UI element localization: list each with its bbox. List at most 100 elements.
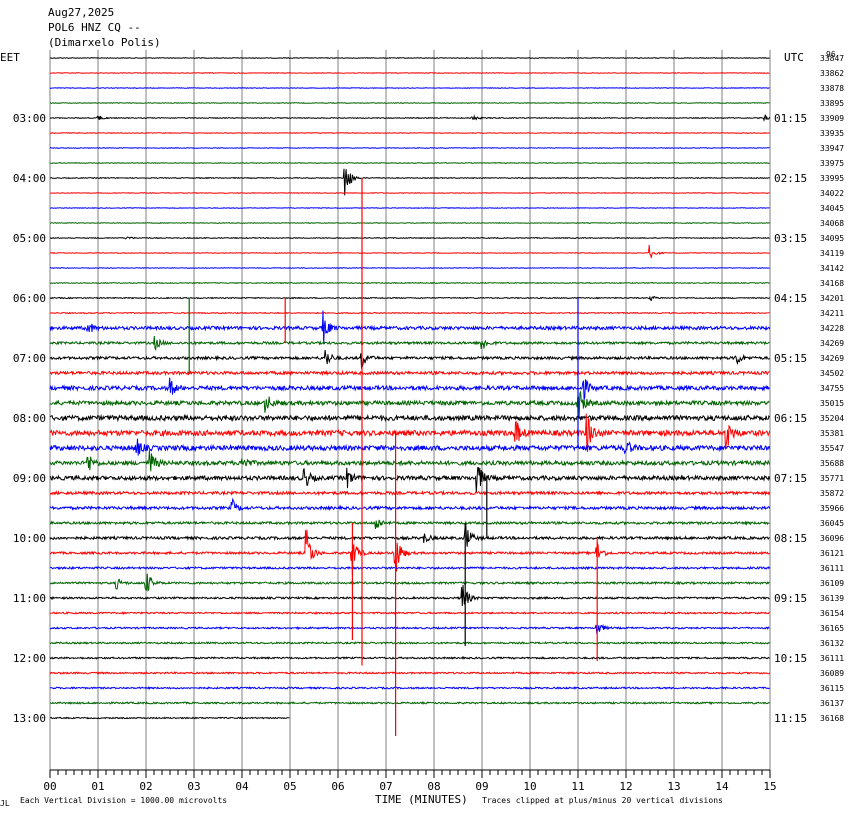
left-hour-label: 08:00 bbox=[13, 412, 46, 425]
x-tick-label: 02 bbox=[139, 780, 152, 793]
left-hour-label: 09:00 bbox=[13, 472, 46, 485]
row-count: 36165 bbox=[820, 624, 844, 633]
x-tick-label: 05 bbox=[283, 780, 296, 793]
trace-row-10 bbox=[49, 207, 770, 209]
row-count: 35771 bbox=[820, 474, 844, 483]
x-tick-label: 03 bbox=[187, 780, 200, 793]
right-hour-label: 11:15 bbox=[774, 712, 807, 725]
left-hour-label: 11:00 bbox=[13, 592, 46, 605]
right-hour-label: 10:15 bbox=[774, 652, 807, 665]
trace-row-31 bbox=[49, 519, 770, 529]
trace-row-3 bbox=[49, 102, 770, 104]
trace-row-6 bbox=[49, 147, 770, 149]
row-count: 36111 bbox=[820, 564, 844, 573]
trace-row-17 bbox=[49, 311, 770, 315]
row-count: 36109 bbox=[820, 579, 844, 588]
x-tick-label: 01 bbox=[91, 780, 104, 793]
row-count: 35204 bbox=[820, 414, 844, 423]
x-tick-label: 09 bbox=[475, 780, 488, 793]
row-count: 36154 bbox=[820, 609, 844, 618]
seismic-traces bbox=[49, 57, 771, 720]
right-hour-label: 06:15 bbox=[774, 412, 807, 425]
trace-row-42 bbox=[49, 685, 770, 690]
row-count: 33847 bbox=[820, 54, 844, 63]
trace-row-32 bbox=[49, 523, 770, 547]
left-timezone-label: EET bbox=[0, 51, 20, 64]
x-tick-label: 13 bbox=[667, 780, 680, 793]
row-count: 36137 bbox=[820, 699, 844, 708]
left-hour-label: 13:00 bbox=[13, 712, 46, 725]
trace-row-11 bbox=[49, 222, 770, 224]
row-count: 36045 bbox=[820, 519, 844, 528]
trace-row-22 bbox=[49, 377, 770, 401]
row-count: 33975 bbox=[820, 159, 844, 168]
right-hour-label: 07:15 bbox=[774, 472, 807, 485]
row-count: 36115 bbox=[820, 684, 844, 693]
row-count: 33947 bbox=[820, 144, 844, 153]
trace-row-28 bbox=[49, 467, 771, 493]
row-count: 36139 bbox=[820, 594, 844, 603]
trace-row-9 bbox=[49, 192, 770, 194]
trace-row-24 bbox=[49, 413, 771, 423]
trace-row-18 bbox=[49, 310, 771, 345]
trace-row-44 bbox=[49, 716, 290, 720]
trace-row-20 bbox=[49, 350, 770, 369]
row-count: 34755 bbox=[820, 384, 844, 393]
row-count: 36111 bbox=[820, 654, 844, 663]
trace-row-8 bbox=[50, 168, 770, 196]
row-counts: 33847 33862 33878 33895 33909 33935 33947 33975… bbox=[820, 54, 844, 723]
trace-row-7 bbox=[49, 162, 770, 164]
x-tick-label: 06 bbox=[331, 780, 344, 793]
left-hour-label: 05:00 bbox=[13, 232, 46, 245]
corner-mark: JL bbox=[0, 799, 10, 808]
row-count: 34095 bbox=[820, 234, 844, 243]
x-tick-label: 12 bbox=[619, 780, 632, 793]
x-tick-label: 15 bbox=[763, 780, 776, 793]
trace-row-29 bbox=[49, 489, 771, 497]
row-count: 34119 bbox=[820, 249, 844, 258]
row-count: 35015 bbox=[820, 399, 844, 408]
trace-row-2 bbox=[49, 87, 770, 89]
x-tick-label: 07 bbox=[379, 780, 392, 793]
trace-row-27 bbox=[49, 450, 771, 472]
row-count: 35688 bbox=[820, 459, 844, 468]
trace-row-25 bbox=[49, 413, 771, 453]
x-axis: 00 01 02 03 04 05 06 07 08 09 10 11 12 13 14 15 bbox=[43, 769, 777, 793]
row-count: 35547 bbox=[820, 444, 844, 453]
row-count: 36089 bbox=[820, 669, 844, 678]
date-label: Aug27,2025 bbox=[48, 6, 114, 19]
clip-note: Traces clipped at plus/minus 20 vertical… bbox=[482, 796, 723, 805]
trace-row-1 bbox=[49, 72, 770, 74]
row-count: 33862 bbox=[820, 69, 844, 78]
row-count: 34269 bbox=[820, 339, 844, 348]
left-hour-label: 04:00 bbox=[13, 172, 46, 185]
trace-row-21 bbox=[50, 369, 770, 377]
right-hour-label: 02:15 bbox=[774, 172, 807, 185]
right-hour-label: 09:15 bbox=[774, 592, 807, 605]
x-axis-title: TIME (MINUTES) bbox=[375, 793, 468, 806]
row-count: 34211 bbox=[820, 309, 844, 318]
clipped-spikes bbox=[188, 178, 598, 736]
right-hour-label: 04:15 bbox=[774, 292, 807, 305]
row-count: 34045 bbox=[820, 204, 844, 213]
location-label: (Dimarxelo Polis) bbox=[48, 36, 161, 49]
row-count: 36132 bbox=[820, 639, 844, 648]
row-count: 36096 bbox=[820, 534, 844, 543]
row-count: 34022 bbox=[820, 189, 844, 198]
row-count: 34201 bbox=[820, 294, 844, 303]
trace-row-41 bbox=[49, 671, 770, 675]
left-hour-label: 06:00 bbox=[13, 292, 46, 305]
row-count: 33909 bbox=[820, 114, 844, 123]
left-hour-label: 12:00 bbox=[13, 652, 46, 665]
left-hour-label: 07:00 bbox=[13, 352, 46, 365]
row-count: 35966 bbox=[820, 504, 844, 513]
row-count: 35872 bbox=[820, 489, 844, 498]
trace-row-36 bbox=[49, 584, 770, 607]
trace-row-38 bbox=[49, 623, 770, 635]
right-hour-label: 08:15 bbox=[774, 532, 807, 545]
row-count: 35381 bbox=[820, 429, 844, 438]
row-count: 34142 bbox=[820, 264, 844, 273]
trace-row-0 bbox=[49, 57, 770, 59]
trace-row-15 bbox=[50, 281, 770, 285]
